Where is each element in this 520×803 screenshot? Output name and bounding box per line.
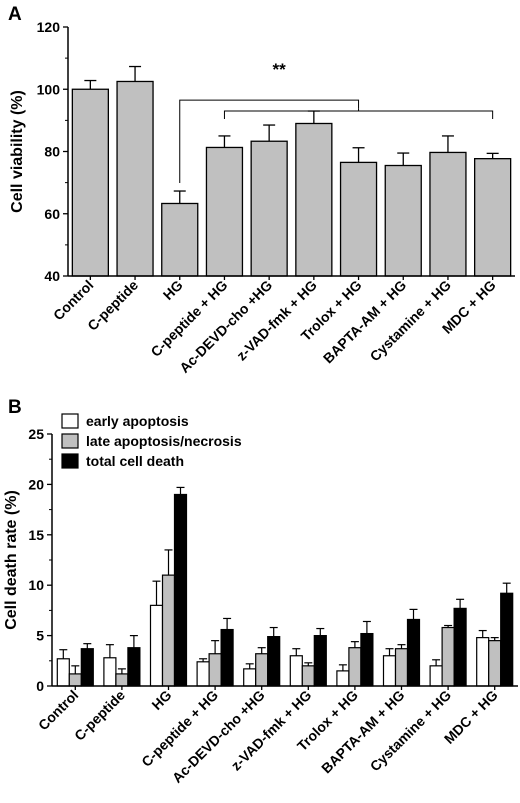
legend-swatch-2: [61, 453, 79, 469]
legend-label-2: total cell death: [86, 453, 184, 469]
bar-b-s0-3: [196, 661, 210, 687]
significance-label: **: [273, 60, 287, 79]
bar-b-s0-8: [429, 665, 443, 687]
y-axis-label-a: Cell viability (%): [9, 90, 26, 213]
y-tick-label-b-0: 0: [36, 678, 44, 694]
bar-b-s0-2: [149, 604, 164, 687]
bar-a-8: [429, 151, 467, 277]
bar-b-s2-8: [453, 607, 467, 687]
bar-a-5: [295, 122, 333, 277]
y-tick-label-a-3: 100: [37, 81, 61, 97]
x-tick-label-b-1: C-peptide: [71, 687, 128, 744]
bar-b-s2-7: [406, 618, 421, 687]
legend-swatch-1: [61, 433, 79, 449]
significance-bracket-1: [179, 99, 360, 184]
bar-b-s0-6: [336, 670, 350, 687]
panel-label-b: B: [8, 397, 22, 418]
significance-bracket-2: [223, 110, 494, 120]
bar-b-s2-5: [313, 634, 327, 687]
y-tick-label-b-2: 10: [28, 577, 44, 593]
bar-b-s0-5: [289, 655, 303, 687]
bar-b-s1-4: [255, 653, 269, 687]
y-tick-label-a-2: 80: [44, 144, 60, 160]
y-tick-label-a-4: 120: [37, 19, 61, 35]
legend-swatch-0: [61, 413, 79, 429]
bar-b-s0-7: [382, 655, 397, 687]
bar-b-s1-9: [488, 640, 502, 687]
bar-b-s1-1: [115, 673, 129, 687]
y-tick-label-b-1: 5: [36, 628, 44, 644]
bar-b-s0-9: [476, 637, 490, 687]
legend-label-0: early apoptosis: [86, 413, 189, 429]
y-tick-label-a-1: 60: [44, 206, 60, 222]
y-tick-label-a-0: 40: [44, 268, 60, 284]
x-tick-label-b-5: z-VAD-fmk + HG: [228, 687, 315, 774]
x-tick-label-b-2: HG: [148, 687, 174, 713]
bar-b-s0-1: [103, 657, 117, 687]
x-tick-label-b-7: BAPTA-AM + HG: [318, 687, 408, 777]
bar-b-s2-0: [80, 648, 94, 687]
x-tick-label-a-5: z-VAD-fmk + HG: [233, 277, 320, 364]
bar-b-s2-3: [220, 628, 234, 687]
bar-a-3: [205, 146, 244, 277]
x-tick-label-a-3: C-peptide + HG: [147, 277, 230, 360]
panel-label-a: A: [8, 4, 22, 25]
bar-a-6: [339, 161, 378, 277]
y-tick-label-b-4: 20: [28, 476, 44, 492]
bar-b-s1-8: [441, 626, 455, 687]
y-tick-label-b-3: 15: [28, 527, 44, 543]
bar-a-2: [161, 202, 199, 277]
x-tick-label-a-8: Cystamine + HG: [367, 277, 455, 365]
bar-a-7: [384, 164, 422, 277]
bar-b-s2-1: [127, 647, 141, 687]
x-tick-label-b-8: Cystamine + HG: [367, 687, 455, 775]
bar-a-1: [116, 80, 154, 277]
bar-b-s2-6: [360, 632, 374, 687]
bar-b-s0-0: [56, 658, 70, 687]
bar-b-s1-2: [161, 574, 176, 687]
bar-b-s1-3: [208, 653, 222, 687]
bar-b-s1-0: [68, 673, 82, 687]
bar-b-s2-2: [173, 493, 188, 687]
bar-b-s0-4: [243, 668, 257, 687]
bar-b-s1-5: [301, 665, 315, 687]
legend-label-1: late apoptosis/necrosis: [86, 433, 242, 449]
bar-b-s1-6: [348, 647, 362, 687]
bar-a-9: [473, 158, 512, 277]
bar-b-s2-9: [500, 592, 514, 687]
x-tick-label-a-2: HG: [160, 277, 186, 303]
bar-b-s1-7: [394, 648, 409, 687]
y-axis-label-b: Cell death rate (%): [3, 490, 20, 630]
y-tick-label-b-5: 25: [28, 426, 44, 442]
bar-a-0: [71, 88, 109, 277]
bar-a-4: [250, 140, 288, 277]
bar-b-s2-4: [267, 636, 281, 687]
x-tick-label-a-7: BAPTA-AM + HG: [320, 277, 410, 367]
